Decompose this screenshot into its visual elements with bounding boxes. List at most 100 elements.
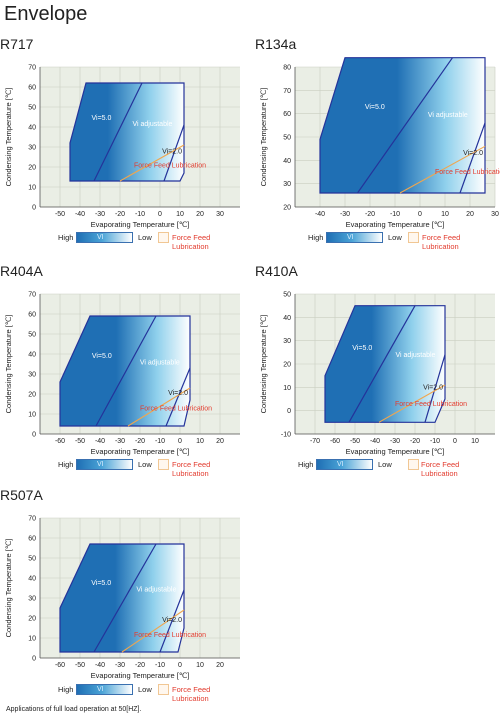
y-tick-label: 0 [287,408,291,415]
x-tick-label: -40 [75,211,85,218]
vi-boundary-line-right [163,124,185,182]
vi-fixed-label: Vi=5.0 [91,580,111,587]
y-tick-label: 60 [28,312,36,319]
vi-boundary-line-left [348,305,416,423]
y-tick-label: 50 [283,135,291,142]
ffl-boundary-line [119,144,185,182]
x-axis-title: Evaporating Temperature [℃] [346,447,445,456]
y-tick-label: 40 [283,315,291,322]
x-tick-label: -40 [370,438,380,445]
y-tick-label: 60 [28,85,36,92]
vi-boundary-line-left [357,57,453,194]
y-tick-label: 70 [28,516,36,523]
legend-vi-gradient: VI [326,232,383,243]
legend-low-label: Low [138,460,152,469]
y-tick-label: 20 [28,165,36,172]
legend-ffl-label: Force Feed Lubrication [422,233,461,251]
legend-ffl-label: Force Feed Lubrication [172,685,211,703]
vi-low-label: Vi=2.0 [168,390,188,397]
ffl-region-label: Force Feed Lubrication [395,401,467,408]
x-tick-label: -70 [310,438,320,445]
x-tick-label: -30 [115,662,125,669]
y-tick-label: 10 [283,385,291,392]
chart-panel-r134a: R134a -40 -30 -20 -10 0 10 20 30 20 30 40 50 60 70 80 V… [255,36,500,236]
vi-fixed-label: Vi=5.0 [365,104,385,111]
x-tick-label: -60 [55,662,65,669]
envelope-chart: -70 -60 -50 -40 -30 -20 -10 0 10 -10 0 10 20 30 40 50 Vi… [259,292,495,456]
vi-low-label: Vi=2.0 [463,150,483,157]
x-tick-label: -20 [135,662,145,669]
y-tick-label: 20 [28,392,36,399]
x-tick-label: -60 [55,438,65,445]
operating-envelope [69,82,185,182]
x-tick-label: 10 [471,438,479,445]
chart-title: R507A [0,487,43,503]
x-axis-title: Evaporating Temperature [℃] [346,220,445,229]
ffl-region-label: Force Feed Lubrication [134,632,206,639]
footnote: Applications of full load operation at 5… [6,706,142,713]
x-tick-label: -40 [315,211,325,218]
vi-fixed-label: Vi=5.0 [92,353,112,360]
legend-ffl-swatch [408,232,419,243]
legend-vi-label: VI [337,461,344,468]
x-tick-label: 10 [441,211,449,218]
y-tick-label: 40 [28,125,36,132]
x-tick-label: -30 [390,438,400,445]
y-tick-label: 30 [283,338,291,345]
x-tick-label: -30 [340,211,350,218]
vi-adjustable-label: Vi adjustable [136,587,176,594]
legend-ffl-swatch [408,459,419,470]
x-tick-label: -30 [115,438,125,445]
x-tick-label: -20 [365,211,375,218]
vi-boundary-line-left [93,543,157,653]
y-axis-title: Condensing Temperature [℃] [4,539,13,638]
y-tick-label: 60 [28,536,36,543]
legend-high-label: High [58,233,74,242]
ffl-boundary-line [127,387,191,427]
y-tick-label: 30 [28,596,36,603]
vi-boundary-line-right [159,589,185,653]
y-axis-title: Condensing Temperature [℃] [4,88,13,187]
legend-ffl-swatch [158,232,169,243]
y-tick-label: 60 [283,111,291,118]
legend-vi-label: VI [347,234,354,241]
operating-envelope [324,305,446,423]
vi-boundary-line-left [95,315,157,427]
y-tick-label: 10 [28,412,36,419]
x-tick-label: -60 [330,438,340,445]
y-axis-title: Condensing Temperature [℃] [4,315,13,414]
chart-legend: High VI Low Force Feed Lubrication [308,230,498,251]
chart-legend: High VI Low Force Feed Lubrication [298,457,493,478]
x-axis-title: Evaporating Temperature [℃] [91,671,190,680]
legend-high-label: High [308,233,324,242]
x-tick-label: -30 [95,211,105,218]
y-tick-label: 40 [28,576,36,583]
legend-vi-gradient: VI [76,459,133,470]
y-tick-label: 70 [283,88,291,95]
ffl-region-label: Force Feed Lubrication [435,169,500,176]
legend-ffl-label: Force Feed Lubrication [421,460,460,478]
x-tick-label: -40 [95,662,105,669]
x-axis-title: Evaporating Temperature [℃] [91,220,190,229]
chart-panel-r404a: R404A -60 -50 -40 -30 -20 -10 0 10 20 0 10 20 30 40 50… [0,263,250,463]
operating-envelope [59,315,191,427]
legend-high-label: High [298,460,314,469]
x-tick-label: -20 [135,438,145,445]
x-tick-label: 30 [216,211,224,218]
vi-low-label: Vi=2.0 [162,149,182,156]
x-tick-label: 0 [418,211,422,218]
x-tick-label: 10 [176,211,184,218]
vi-fixed-label: Vi=5.0 [91,115,111,122]
y-tick-label: 80 [283,65,291,72]
envelope-chart: -50 -40 -30 -20 -10 0 10 20 30 0 10 20 30 40 50 60 70 Vi=… [4,65,240,229]
vi-adjustable-label: Vi adjustable [428,112,468,119]
x-tick-label: 0 [178,662,182,669]
x-tick-label: -20 [115,211,125,218]
x-tick-label: 0 [178,438,182,445]
y-tick-label: 0 [32,656,36,663]
legend-vi-gradient: VI [76,232,133,243]
x-tick-label: -40 [95,438,105,445]
y-tick-label: 20 [283,205,291,212]
x-tick-label: -10 [155,662,165,669]
x-tick-label: 20 [216,438,224,445]
